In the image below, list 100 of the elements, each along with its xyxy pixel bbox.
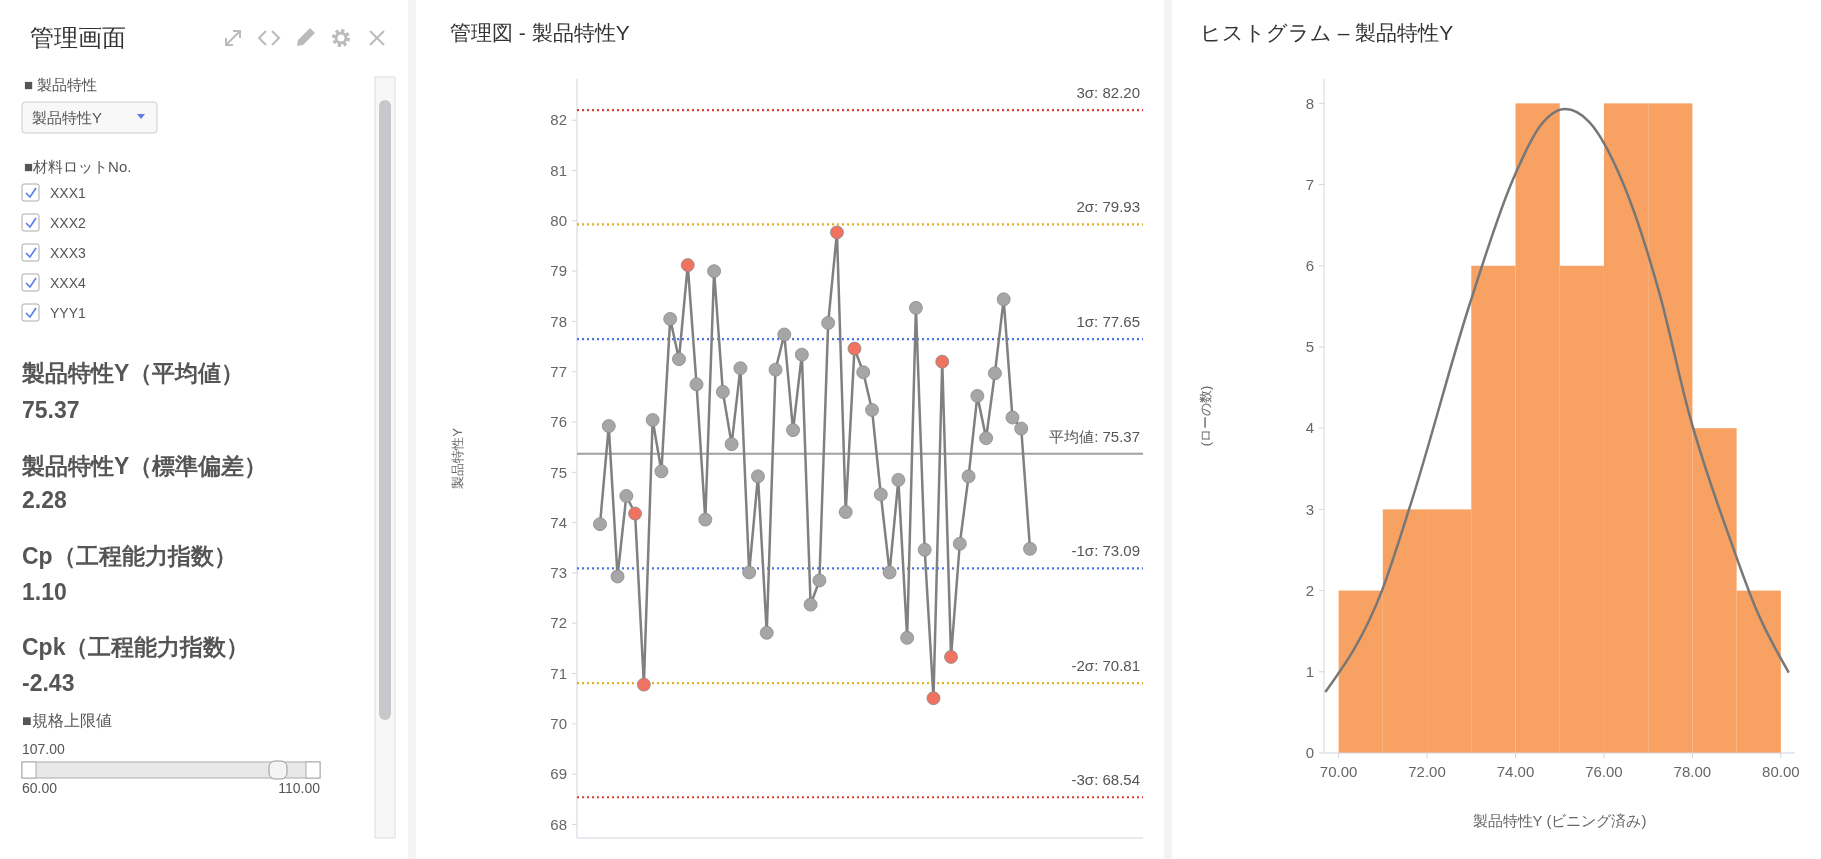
x-tick-label: 76.00 [1585,763,1623,780]
point [601,419,616,433]
y-tick-label: 1 [1305,663,1314,681]
y-tick-label: 7 [1305,175,1314,193]
point [917,542,932,557]
point [680,258,695,272]
text: 107.00 [22,741,66,757]
chart-title: 管理図 - 製品特性Y [450,21,630,44]
y-tick-label: 8 [1305,94,1314,112]
y-tick-label: 5 [1305,338,1314,356]
point [873,487,888,502]
y-tick-label: 74 [550,513,567,531]
point [821,316,836,330]
text: XXX3 [50,245,87,261]
text: -2.43 [22,670,75,696]
x-tick-label: 74.00 [1496,763,1535,780]
text: 75.37 [22,397,80,423]
point [636,677,651,692]
point [698,512,713,527]
point [882,565,897,580]
text: 2.28 [22,487,67,513]
y-tick-label: 82 [550,111,567,129]
point [996,292,1011,307]
y-tick-label: 80 [550,212,567,230]
text: 製品特性Y（標準偏差） [21,453,268,479]
text: 1.10 [22,579,67,605]
y-tick-label: 6 [1305,257,1314,275]
x-tick-label: 80.00 [1762,763,1800,780]
y-tick-label: 77 [550,362,567,380]
point [926,691,941,706]
text: YYY1 [50,305,87,321]
x-tick-label: 72.00 [1408,763,1446,780]
y-axis-title: (ローの数) [1198,385,1213,447]
ref-line-label: 平均値: 75.37 [1049,427,1140,445]
text: ■規格上限値 [22,712,112,729]
text: XXX1 [50,185,87,201]
point [961,469,976,484]
point [944,650,958,664]
point [759,625,774,640]
point [891,472,906,487]
point [1014,421,1029,436]
point [970,388,985,403]
y-tick-label: 2 [1305,581,1314,599]
point [707,264,721,279]
point [847,341,862,356]
y-tick-label: 0 [1305,744,1314,762]
text: 製品特性Y [32,109,103,126]
point [777,327,792,342]
y-tick-label: 69 [550,765,567,783]
point [812,573,827,588]
x-tick-label: 70.00 [1319,763,1358,780]
point [619,489,634,503]
y-tick-label: 4 [1305,419,1314,437]
ref-line-label: 2σ: 79.93 [1076,198,1140,216]
y-tick-label: 71 [550,664,567,682]
point [593,517,607,532]
point [1023,541,1037,556]
point [715,384,730,399]
point [909,300,923,315]
y-tick-label: 70 [550,715,567,733]
point [803,597,818,612]
ref-line-label: -2σ: 70.81 [1071,657,1140,675]
point [672,352,686,367]
point [751,469,765,484]
y-tick-label: 73 [550,564,567,582]
point [768,362,783,377]
point [979,431,994,446]
point [663,312,678,326]
point [733,361,748,376]
point [900,630,915,645]
text: ■材料ロットNo. [24,158,132,175]
text: XXX2 [50,215,87,231]
y-tick-label: 78 [550,312,567,330]
point [786,423,800,437]
text: ■ 製品特性 [24,76,98,93]
point [654,464,669,479]
ref-line-label: -3σ: 68.54 [1071,771,1140,789]
point [724,437,739,452]
y-tick-label: 72 [550,614,567,632]
text: Cpk（工程能力指数） [22,634,250,660]
y-tick-label: 79 [550,262,567,280]
point [838,505,853,519]
point [742,565,757,580]
text: Cp（工程能力指数） [22,543,237,569]
point [645,413,660,427]
ref-line-label: -1σ: 73.09 [1071,542,1140,560]
point [988,366,1002,381]
text: 管理画面 [30,24,126,51]
text: 110.00 [278,780,321,796]
text: 60.00 [22,780,58,796]
point [628,506,642,521]
y-tick-label: 68 [550,815,567,833]
ref-line-label: 1σ: 77.65 [1076,313,1140,331]
point [856,365,871,380]
point [865,403,879,417]
x-tick-label: 78.00 [1673,763,1712,780]
point [794,347,809,362]
point [952,536,967,551]
point [689,377,704,392]
text: XXX4 [50,275,87,291]
